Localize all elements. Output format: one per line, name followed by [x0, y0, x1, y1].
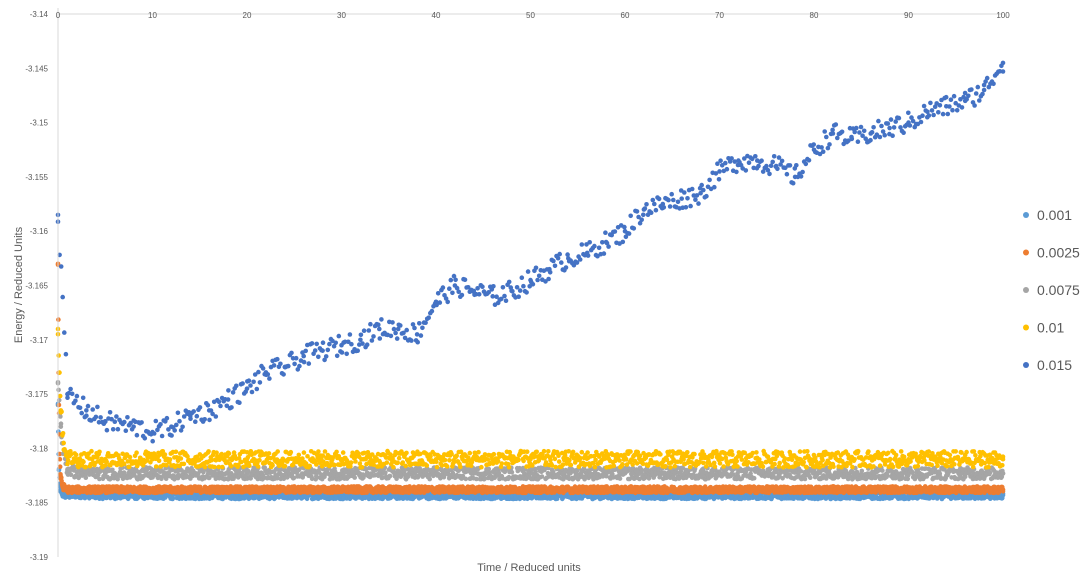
markers-layer: [55, 60, 1006, 502]
data-point: [1000, 495, 1005, 501]
data-point: [57, 464, 63, 470]
data-point: [56, 402, 62, 408]
data-point: [170, 495, 176, 501]
